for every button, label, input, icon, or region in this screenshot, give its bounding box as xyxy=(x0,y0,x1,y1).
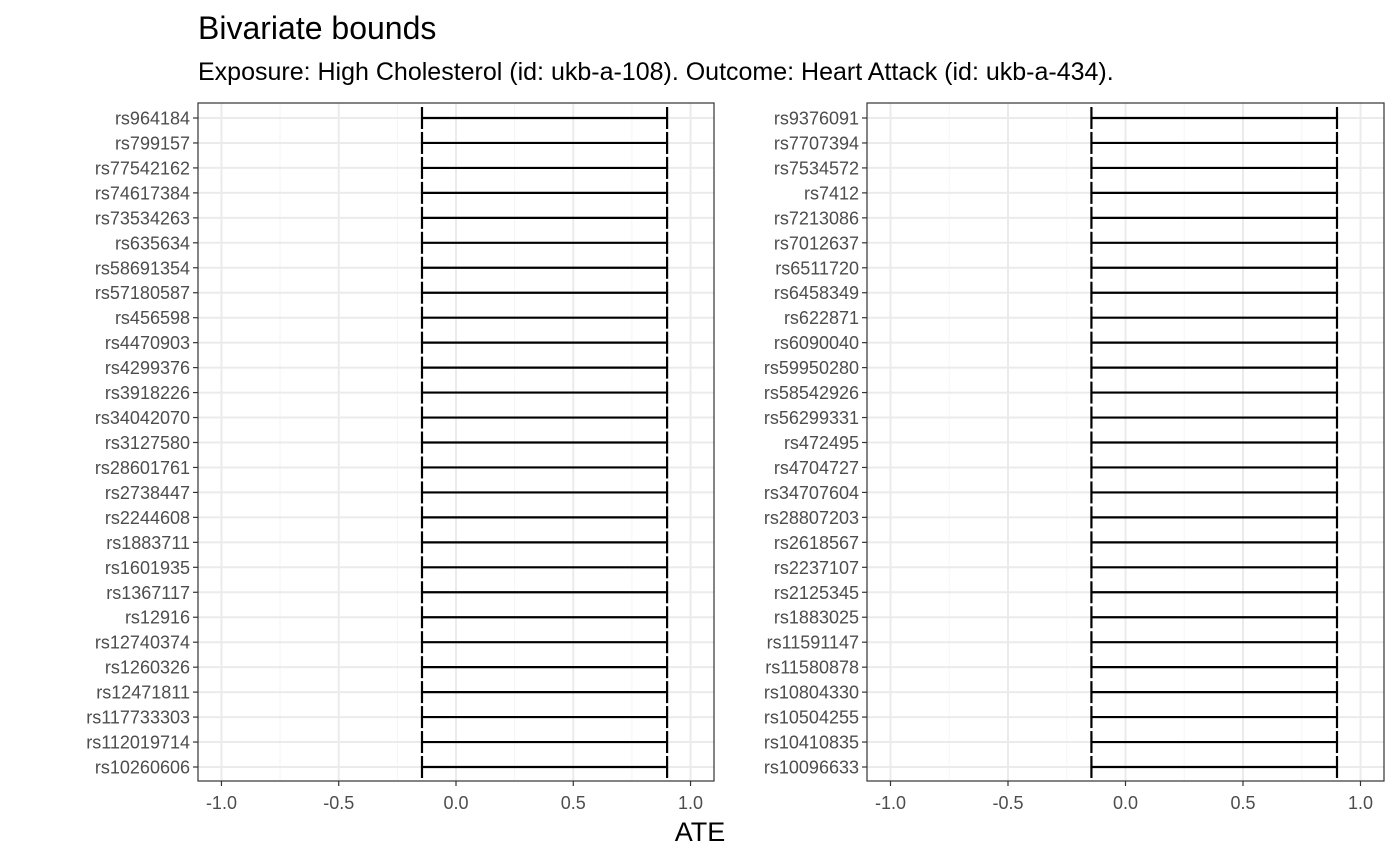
y-tick-label: rs2738447 xyxy=(105,483,190,503)
y-tick-label: rs2237107 xyxy=(774,558,859,578)
x-tick-label: 1.0 xyxy=(678,793,703,813)
y-tick-label: rs799157 xyxy=(115,133,190,153)
y-tick-label: rs6090040 xyxy=(774,333,859,353)
y-tick-label: rs9376091 xyxy=(774,109,859,129)
y-tick-label: rs28601761 xyxy=(95,458,190,478)
x-tick-label: 0.0 xyxy=(443,793,468,813)
y-tick-label: rs1260326 xyxy=(105,658,190,678)
y-tick-label: rs56299331 xyxy=(764,408,859,428)
y-tick-label: rs2244608 xyxy=(105,508,190,528)
y-tick-label: rs12916 xyxy=(125,608,190,628)
y-tick-label: rs2125345 xyxy=(774,583,859,603)
y-tick-label: rs11591147 xyxy=(767,633,859,653)
y-tick-label: rs59950280 xyxy=(764,358,859,378)
y-tick-label: rs3918226 xyxy=(105,383,190,403)
y-tick-label: rs1883711 xyxy=(106,533,190,553)
x-tick-label: -0.5 xyxy=(992,793,1023,813)
x-tick-label: 0.0 xyxy=(1113,793,1138,813)
y-tick-label: rs1367117 xyxy=(106,583,190,603)
y-tick-label: rs456598 xyxy=(115,308,190,328)
y-tick-label: rs58691354 xyxy=(95,258,190,278)
y-tick-label: rs10504255 xyxy=(764,708,859,728)
y-tick-label: rs10096633 xyxy=(764,758,859,778)
x-tick-label: -0.5 xyxy=(323,793,354,813)
y-tick-label: rs7534572 xyxy=(774,158,859,178)
y-tick-label: rs117733303 xyxy=(86,708,190,728)
y-tick-label: rs10804330 xyxy=(764,683,859,703)
y-tick-label: rs10410835 xyxy=(764,733,859,753)
x-tick-label: 1.0 xyxy=(1348,793,1373,813)
y-tick-label: rs73534263 xyxy=(95,208,190,228)
y-tick-label: rs28807203 xyxy=(764,508,859,528)
y-tick-label: rs4299376 xyxy=(105,358,190,378)
y-tick-label: rs7213086 xyxy=(774,208,859,228)
y-tick-label: rs2618567 xyxy=(774,533,859,553)
y-tick-label: rs7707394 xyxy=(774,133,859,153)
y-tick-label: rs77542162 xyxy=(95,158,190,178)
y-tick-label: rs57180587 xyxy=(95,283,190,303)
y-tick-label: rs7412 xyxy=(804,183,859,203)
y-tick-label: rs12740374 xyxy=(95,633,190,653)
chart-title: Bivariate bounds xyxy=(198,10,437,46)
y-tick-label: rs4704727 xyxy=(774,458,859,478)
chart-subtitle: Exposure: High Cholesterol (id: ukb-a-10… xyxy=(198,58,1114,86)
y-tick-label: rs1883025 xyxy=(774,608,859,628)
y-tick-label: rs11580878 xyxy=(765,658,859,678)
y-tick-label: rs4470903 xyxy=(105,333,190,353)
y-tick-label: rs112019714 xyxy=(86,733,190,753)
y-tick-label: rs74617384 xyxy=(95,183,190,203)
y-tick-label: rs34707604 xyxy=(764,483,859,503)
y-tick-label: rs635634 xyxy=(115,233,190,253)
y-tick-label: rs10260606 xyxy=(95,758,190,778)
y-tick-label: rs6511720 xyxy=(775,258,859,278)
x-tick-label: 0.5 xyxy=(561,793,586,813)
y-tick-label: rs34042070 xyxy=(95,408,190,428)
y-tick-label: rs472495 xyxy=(784,433,859,453)
y-tick-label: rs6458349 xyxy=(774,283,859,303)
x-tick-label: 0.5 xyxy=(1230,793,1255,813)
y-tick-label: rs964184 xyxy=(115,109,190,129)
y-tick-label: rs7012637 xyxy=(774,233,859,253)
y-tick-label: rs58542926 xyxy=(764,383,859,403)
x-tick-label: -1.0 xyxy=(875,793,906,813)
y-tick-label: rs12471811 xyxy=(96,683,190,703)
x-tick-label: -1.0 xyxy=(206,793,237,813)
y-tick-label: rs622871 xyxy=(784,308,859,328)
x-axis-title: ATE xyxy=(674,817,726,847)
y-tick-label: rs3127580 xyxy=(105,433,190,453)
y-tick-label: rs1601935 xyxy=(105,558,190,578)
